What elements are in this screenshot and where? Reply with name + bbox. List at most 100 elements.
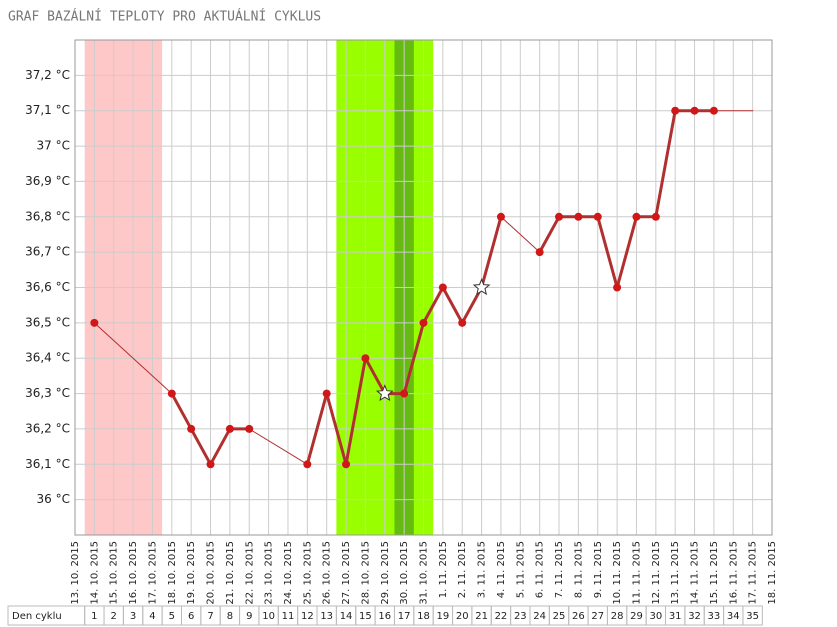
- point: [322, 389, 331, 398]
- x-tick-label: 28. 10. 2015: [360, 541, 371, 605]
- cycle-day: 18: [417, 611, 430, 622]
- cycle-day: 3: [130, 611, 136, 622]
- cycle-day: 7: [207, 611, 213, 622]
- point: [225, 424, 234, 433]
- x-tick-label: 13. 10. 2015: [70, 541, 81, 605]
- cycle-day: 19: [436, 611, 449, 622]
- cycle-day: 26: [572, 611, 585, 622]
- point: [187, 424, 196, 433]
- x-tick-label: 6. 11. 2015: [535, 541, 546, 598]
- cycle-day: 14: [340, 611, 353, 622]
- point: [400, 389, 409, 398]
- line-segment: [422, 286, 445, 325]
- x-tick-label: 19. 10. 2015: [186, 541, 197, 605]
- point: [752, 110, 754, 112]
- x-tick-label: 1. 11. 2015: [438, 541, 449, 598]
- point: [651, 212, 660, 221]
- marks: [90, 106, 754, 469]
- x-tick-label: 12. 11. 2015: [651, 541, 662, 605]
- cycle-day: 32: [688, 611, 701, 622]
- cycle-day: 13: [320, 611, 333, 622]
- y-tick-label: 37 °C: [37, 139, 70, 153]
- x-tick-label: 2. 11. 2015: [457, 541, 468, 598]
- line-segment: [209, 427, 232, 466]
- x-tick-label: 3. 11. 2015: [477, 541, 488, 598]
- line-segment: [402, 321, 425, 396]
- x-tick-label: 31. 10. 2015: [419, 541, 430, 605]
- x-tick-label: 7. 11. 2015: [554, 541, 565, 598]
- point: [458, 318, 467, 327]
- x-tick-label: 23. 10. 2015: [264, 541, 275, 605]
- x-tick-label: 15. 10. 2015: [109, 541, 120, 605]
- y-tick-label: 36,8 °C: [25, 209, 70, 223]
- point: [167, 389, 176, 398]
- line-segment: [325, 392, 348, 466]
- x-tick-label: 11. 11. 2015: [631, 541, 642, 605]
- cycle-day: 21: [475, 611, 488, 622]
- cycle-day: 15: [359, 611, 372, 622]
- y-tick-label: 36,5 °C: [25, 315, 70, 329]
- cycle-day: 34: [727, 611, 740, 622]
- line-segment: [170, 392, 193, 431]
- y-tick-label: 37,1 °C: [25, 103, 70, 117]
- cycle-day: 4: [149, 611, 155, 622]
- y-tick-label: 36,7 °C: [25, 245, 70, 259]
- x-tick-label: 8. 11. 2015: [573, 541, 584, 598]
- cycle-day: 30: [649, 611, 662, 622]
- x-tick-label: 16. 10. 2015: [128, 541, 139, 605]
- cycle-day: 9: [246, 611, 252, 622]
- point: [496, 212, 505, 221]
- x-tick-label: 17. 10. 2015: [147, 541, 158, 605]
- x-tick-label: 9. 11. 2015: [593, 541, 604, 598]
- x-tick-label: 14. 11. 2015: [690, 541, 701, 605]
- chart-title: GRAF BAZÁLNÍ TEPLOTY PRO AKTUÁLNÍ CYKLUS: [8, 9, 321, 25]
- x-tick-label: 25. 10. 2015: [302, 541, 313, 605]
- line-segment: [189, 427, 213, 466]
- cycle-day: 35: [746, 611, 759, 622]
- x-tick-label: 15. 11. 2015: [709, 541, 720, 605]
- line-segment: [441, 286, 464, 325]
- line-segment: [344, 356, 367, 466]
- point: [671, 106, 680, 115]
- star-point: [472, 278, 491, 296]
- y-tick-label: 36 °C: [37, 492, 70, 506]
- point: [555, 212, 564, 221]
- x-tick-label: 18. 11. 2015: [767, 541, 778, 605]
- x-tick-label: 14. 10. 2015: [89, 541, 100, 605]
- cycle-day-title-cell: [7, 605, 86, 626]
- cycle-day: 10: [262, 611, 275, 622]
- point: [574, 212, 583, 221]
- x-tick-label: 10. 11. 2015: [612, 541, 623, 605]
- x-tick-label: 30. 10. 2015: [399, 541, 410, 605]
- point: [593, 212, 602, 221]
- x-tick-label: 18. 10. 2015: [167, 541, 178, 605]
- cycle-day: 11: [282, 611, 295, 622]
- cycle-day: 29: [630, 611, 643, 622]
- point: [535, 248, 544, 257]
- line-segment: [654, 109, 677, 219]
- x-tick-label: 17. 11. 2015: [748, 541, 759, 605]
- cycle-day: 33: [708, 611, 721, 622]
- x-tick-label: 22. 10. 2015: [244, 541, 255, 605]
- line-segment: [480, 215, 503, 289]
- y-tick-label: 36,1 °C: [25, 457, 70, 471]
- cycle-day: 6: [188, 611, 194, 622]
- line-segment: [363, 356, 387, 396]
- point: [90, 318, 99, 327]
- x-tick-label: 29. 10. 2015: [380, 541, 391, 605]
- point: [361, 354, 370, 363]
- point: [709, 106, 718, 115]
- x-tick-label: 5. 11. 2015: [515, 541, 526, 598]
- point: [206, 460, 215, 469]
- line-segment: [305, 392, 329, 466]
- point: [342, 460, 351, 469]
- x-tick-label: 16. 11. 2015: [728, 541, 739, 605]
- point: [690, 106, 699, 115]
- star-point: [375, 384, 394, 402]
- cycle-day: 23: [514, 611, 527, 622]
- y-tick-label: 36,9 °C: [25, 174, 70, 188]
- point: [245, 424, 254, 433]
- cycle-day: 25: [553, 611, 566, 622]
- x-tick-label: 20. 10. 2015: [206, 541, 217, 605]
